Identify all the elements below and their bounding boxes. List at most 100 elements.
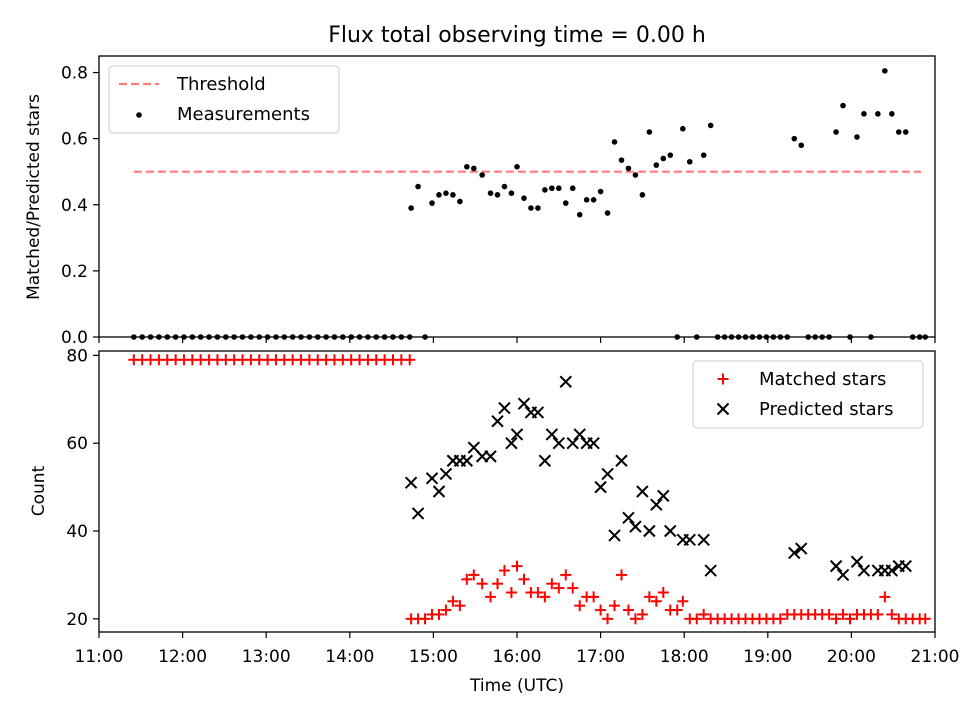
matched-star-point <box>532 586 544 598</box>
matched-star-point <box>588 591 600 603</box>
matched-star-point <box>837 608 849 620</box>
predicted-star-point <box>622 511 635 525</box>
x-marker-stroke-2 <box>566 436 579 450</box>
x-tick-label: 13:00 <box>242 647 291 667</box>
top-y-ticks: 0.0 0.2 0.4 0.6 0.8 <box>61 64 936 348</box>
measurement-point <box>611 139 618 145</box>
matched-star-point <box>879 591 891 603</box>
measurement-point <box>902 129 909 135</box>
matched-star-point <box>546 578 558 590</box>
predicted-star-point <box>594 480 607 494</box>
x-marker-stroke-2 <box>467 441 481 454</box>
x-marker-stroke-2 <box>657 489 670 503</box>
bottom-y-ticks: 20 40 60 80 <box>66 346 99 630</box>
predicted-star-point <box>601 467 614 481</box>
measurement-point <box>494 192 501 198</box>
measurement-point <box>479 172 485 178</box>
bottom-legend: Matched stars Predicted stars <box>692 360 924 429</box>
predicted-star-point <box>552 436 566 450</box>
x-marker-stroke-2 <box>559 375 572 388</box>
matched-star-point <box>553 582 565 594</box>
measurement-point <box>597 188 604 195</box>
matched-star-point <box>419 613 431 625</box>
x-marker-stroke-2 <box>788 546 801 560</box>
matched-star-point <box>468 569 480 581</box>
matched-star-point <box>872 608 884 620</box>
measurement-point <box>415 183 421 190</box>
measurement-point <box>590 197 597 203</box>
measurement-point <box>791 135 798 142</box>
matched-star-point <box>650 595 662 607</box>
predicted-star-point <box>836 568 850 582</box>
x-tick-label: 14:00 <box>325 647 374 667</box>
x-marker-stroke-2 <box>615 454 628 467</box>
x-tick-label: 18:00 <box>660 647 709 667</box>
legend-predicted-label: Predicted stars <box>759 399 893 420</box>
matched-star-point <box>919 613 931 625</box>
predicted-star-point <box>636 485 649 498</box>
x-marker-stroke-2 <box>517 397 531 410</box>
matched-star-point <box>886 608 898 620</box>
measurement-point <box>798 142 805 149</box>
measurement-point <box>528 205 534 211</box>
x-tick-label: 12:00 <box>158 647 207 667</box>
predicted-star-point <box>432 485 446 498</box>
measurement-point <box>632 172 639 178</box>
x-tick-label: 19:00 <box>743 647 792 667</box>
measurement-point <box>508 190 515 196</box>
predicted-star-point <box>643 524 656 538</box>
predicted-star-point <box>517 397 531 410</box>
x-marker-stroke-2 <box>795 542 808 555</box>
top-y-tick-label: 0.4 <box>61 196 88 216</box>
predicted-star-point <box>650 498 663 511</box>
matched-star-point <box>622 604 634 616</box>
measurement-point <box>549 185 555 192</box>
predicted-star-point <box>657 489 670 503</box>
x-marker-stroke-2 <box>601 467 614 481</box>
top-legend-box <box>108 65 340 134</box>
matched-star-point <box>440 604 452 616</box>
measurement-point <box>450 192 456 198</box>
x-marker-stroke-2 <box>498 401 511 415</box>
matched-star-point <box>602 613 614 625</box>
x-axis-label: Time (UTC) <box>469 676 564 696</box>
legend-measurements-label: Measurements <box>177 104 310 125</box>
x-marker-stroke-2 <box>545 428 559 441</box>
matched-star-point <box>433 608 445 620</box>
matched-star-point <box>671 604 683 616</box>
predicted-star-point <box>439 467 453 481</box>
matched-star-point <box>560 569 572 581</box>
top-panel: 0.00.20.40.60.8 Matched/Predicted stars … <box>24 55 936 348</box>
predicted-star-point <box>608 529 621 542</box>
x-marker-stroke-2 <box>716 402 730 416</box>
x-marker-stroke-2 <box>573 428 586 441</box>
predicted-star-point <box>484 450 497 463</box>
x-marker-stroke-2 <box>608 529 621 542</box>
predicted-star-point <box>704 564 717 577</box>
matched-star-point <box>677 595 689 607</box>
matched-star-point <box>691 613 703 625</box>
bottom-y-tick-label: 60 <box>66 434 88 454</box>
predicted-star-point <box>559 375 572 388</box>
x-marker-stroke-2 <box>683 533 696 547</box>
matched-star-point <box>539 591 551 603</box>
matched-star-point <box>498 565 510 577</box>
measurement-point <box>408 205 414 211</box>
x-marker-stroke-2 <box>538 454 552 467</box>
predicted-star-point <box>425 472 439 485</box>
measurement-point <box>840 102 846 109</box>
predicted-star-point <box>411 507 425 520</box>
predicted-star-point <box>899 559 912 573</box>
predicted-star-point <box>697 533 710 547</box>
x-marker-stroke-2 <box>439 467 453 481</box>
measurement-point <box>889 111 895 117</box>
predicted-star-point <box>505 436 518 450</box>
measurement-point <box>625 165 632 172</box>
top-y-axis-label: Matched/Predicted stars <box>24 94 44 300</box>
chart-title: Flux total observing time = 0.00 h <box>328 23 706 48</box>
top-legend: Threshold Measurements <box>108 65 340 134</box>
matched-star-point <box>461 573 473 585</box>
x-marker-stroke-2 <box>587 436 600 450</box>
measurement-point <box>882 68 888 74</box>
matched-star-point <box>505 586 517 598</box>
